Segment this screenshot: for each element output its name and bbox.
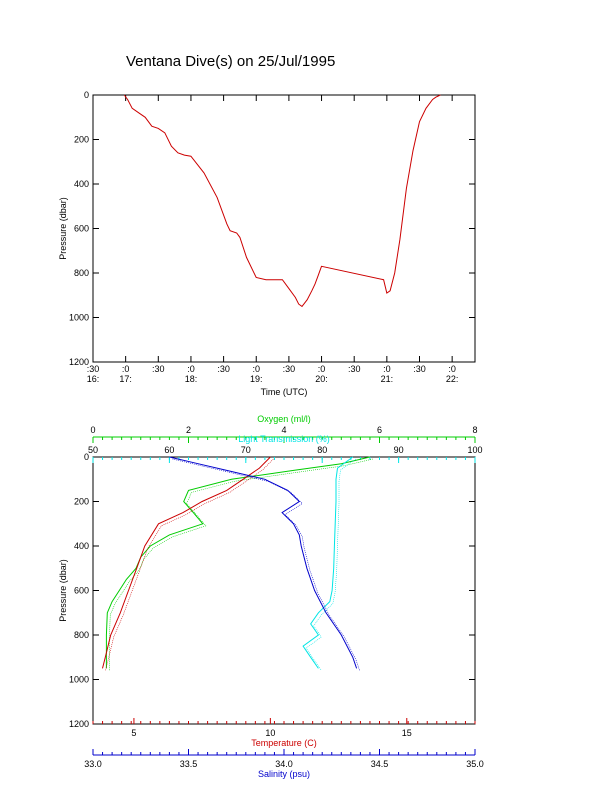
top-x-tick-minute: :0 — [448, 364, 456, 374]
salinity-profile-line-upcast — [172, 458, 360, 671]
oxygen-tick-label: 4 — [281, 425, 286, 435]
bottom-y-axis-label: Pressure (dbar) — [58, 559, 68, 622]
top-y-tick-label: 1000 — [69, 313, 89, 323]
top-x-tick-minute: :30 — [217, 364, 230, 374]
top-y-axis-label: Pressure (dbar) — [58, 197, 68, 260]
temperature-tick-label: 5 — [131, 728, 136, 738]
temperature-tick-label: 10 — [265, 728, 275, 738]
top-x-tick-minute: :0 — [252, 364, 260, 374]
transmission-tick-label: 50 — [88, 445, 98, 455]
transmission-tick-label: 90 — [394, 445, 404, 455]
top-y-tick-label: 400 — [74, 179, 89, 189]
top-x-tick-hour: 20: — [315, 374, 328, 384]
bottom-plot-frame — [92, 456, 476, 725]
profile-lines — [102, 456, 373, 671]
top-x-tick-minute: :30 — [413, 364, 426, 374]
bottom-y-tick-label: 200 — [74, 497, 89, 507]
top-y-tick-label: 1200 — [69, 357, 89, 367]
top-x-tick-hour: 16: — [87, 374, 100, 384]
temperature-tick-label: 15 — [402, 728, 412, 738]
top-x-tick-minute: :0 — [122, 364, 130, 374]
salinity-tick-label: 33.0 — [84, 759, 102, 769]
oxygen-profile-line-upcast — [109, 458, 373, 671]
top-x-tick-hour: 17: — [119, 374, 132, 384]
bottom-y-tick-label: 1000 — [69, 675, 89, 685]
top-x-tick-hour: 21: — [381, 374, 394, 384]
salinity-tick-label: 34.5 — [371, 759, 389, 769]
salinity-tick-label: 33.5 — [180, 759, 198, 769]
bottom-y-axis: 0 200 400 600 800 1000 1200 — [69, 452, 475, 729]
top-y-tick-label: 200 — [74, 135, 89, 145]
top-x-tick-minute: :0 — [383, 364, 391, 374]
oxygen-axis-label: Oxygen (ml/l) — [257, 414, 311, 424]
top-y-tick-label: 0 — [84, 90, 89, 100]
top-x-tick-minute: :30 — [87, 364, 100, 374]
bottom-y-tick-label: 400 — [74, 541, 89, 551]
oxygen-tick-label: 0 — [90, 425, 95, 435]
bottom-y-tick-label: 600 — [74, 586, 89, 596]
transmission-tick-label: 60 — [164, 445, 174, 455]
dive-trace-line — [123, 94, 441, 308]
top-x-tick-hour: 19: — [250, 374, 263, 384]
top-x-axis-label: Time (UTC) — [261, 387, 308, 397]
top-x-tick-minute: :0 — [187, 364, 195, 374]
salinity-axis-label: Salinity (psu) — [258, 769, 310, 779]
oxygen-tick-label: 2 — [186, 425, 191, 435]
top-x-tick-hour: 18: — [185, 374, 198, 384]
top-x-tick-minute: :30 — [283, 364, 296, 374]
transmission-profile-line — [302, 456, 354, 669]
transmission-tick-label: 80 — [317, 445, 327, 455]
transmission-profile-line-upcast — [305, 458, 356, 671]
transmission-axis-label: Light Transmission (%) — [238, 434, 330, 444]
oxygen-tick-label: 6 — [377, 425, 382, 435]
top-x-tick-minute: :30 — [152, 364, 165, 374]
top-y-axis: 0 200 400 600 800 1000 1200 — [69, 90, 475, 367]
salinity-tick-label: 34.0 — [275, 759, 293, 769]
top-y-tick-label: 800 — [74, 268, 89, 278]
temperature-profile-line-upcast — [105, 458, 274, 671]
oxygen-tick-label: 8 — [472, 425, 477, 435]
salinity-profile-line — [169, 456, 358, 669]
top-x-tick-minute: :0 — [318, 364, 326, 374]
top-x-tick-minute: :30 — [348, 364, 361, 374]
top-y-tick-label: 600 — [74, 224, 89, 234]
chart-title: Ventana Dive(s) on 25/Jul/1995 — [126, 53, 335, 70]
oxygen-profile-line — [105, 456, 371, 669]
profiles-chart: 0 200 400 600 800 1000 1200 0 2 4 6 8 Oxygen (ml/l)… — [58, 414, 484, 779]
bottom-y-tick-label: 1200 — [69, 719, 89, 729]
top-x-axis: :3016::017::30:018::30:019::30:020::30:0… — [87, 95, 459, 384]
top-x-tick-hour: 22: — [446, 374, 459, 384]
transmission-tick-label: 70 — [241, 445, 251, 455]
bottom-y-tick-label: 800 — [74, 630, 89, 640]
top-plot-frame — [92, 94, 476, 363]
temperature-axis-label: Temperature (C) — [251, 738, 317, 748]
bottom-y-tick-label: 0 — [84, 452, 89, 462]
temperature-profile-line — [102, 456, 271, 669]
salinity-tick-label: 35.0 — [466, 759, 484, 769]
transmission-tick-label: 100 — [467, 445, 482, 455]
